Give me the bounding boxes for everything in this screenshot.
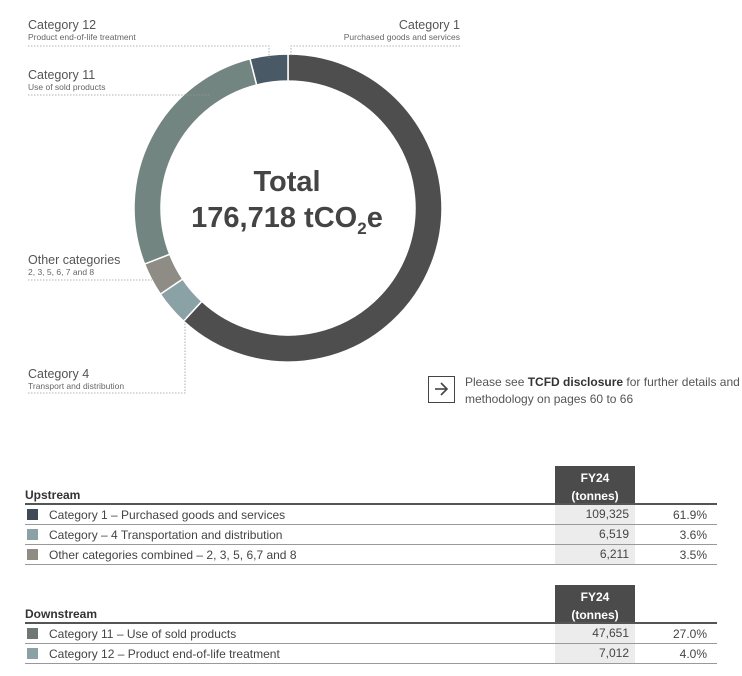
callout-subtitle: Purchased goods and services	[343, 32, 460, 42]
callout-title: Category 11	[28, 68, 96, 82]
row-percent: 4.0%	[679, 647, 707, 661]
header-rule	[25, 503, 717, 505]
table-row: Category – 4 Transportation and distribu…	[25, 525, 717, 545]
callout-category-1: Category 1 Purchased goods and services	[300, 18, 460, 43]
row-value: 6,519	[555, 525, 635, 544]
row-label: Category 11 – Use of sold products	[49, 627, 237, 641]
callout-title: Category 1	[398, 18, 460, 32]
header-rule	[25, 622, 717, 624]
arrow-right-icon[interactable]	[428, 376, 455, 403]
callout-category-12: Category 12 Product end-of-life treatmen…	[28, 18, 136, 43]
leader-lines	[28, 45, 460, 394]
total-unit: e	[366, 202, 383, 234]
column-header-line1: FY24	[580, 590, 610, 604]
table-row: Category 12 – Product end-of-life treatm…	[25, 644, 717, 664]
color-swatch	[27, 549, 38, 560]
column-header-fy24: FY24 (tonnes)	[555, 585, 635, 622]
row-percent: 3.6%	[679, 528, 707, 542]
color-swatch	[27, 529, 38, 540]
row-label: Category 12 – Product end-of-life treatm…	[49, 647, 280, 661]
callout-title: Category 12	[28, 18, 97, 32]
column-header-line1: FY24	[580, 471, 610, 485]
row-value: 47,651	[555, 624, 635, 643]
color-swatch	[27, 509, 38, 520]
callout-title: Category 4	[28, 367, 90, 381]
row-label: Other categories combined – 2, 3, 5, 6,7…	[49, 548, 297, 562]
column-header-fy24: FY24 (tonnes)	[555, 466, 635, 503]
donut-slice-category-12	[249, 53, 289, 86]
callout-category-4: Category 4 Transport and distribution	[28, 367, 124, 392]
row-label: Category – 4 Transportation and distribu…	[49, 528, 283, 542]
note-text: Please see TCFD disclosure for further d…	[465, 374, 742, 408]
total-label: Total	[253, 166, 321, 198]
color-swatch	[27, 628, 38, 639]
callout-other-categories: Other categories 2, 3, 5, 6, 7 and 8	[28, 253, 120, 278]
donut-slices	[133, 53, 443, 363]
section-title-upstream: Upstream	[25, 488, 81, 502]
leader-cat4	[28, 318, 186, 394]
table-row: Category 11 – Use of sold products 47,651…	[25, 624, 717, 644]
leader-cat1	[290, 45, 460, 56]
callout-subtitle: Use of sold products	[28, 82, 106, 92]
column-header-line2: (tonnes)	[571, 608, 619, 622]
row-value: 109,325	[555, 505, 635, 524]
table-row: Other categories combined – 2, 3, 5, 6,7…	[25, 545, 717, 565]
row-label: Category 1 – Purchased goods and service…	[49, 508, 286, 522]
callout-title: Other categories	[28, 253, 121, 267]
callout-subtitle: 2, 3, 5, 6, 7 and 8	[28, 267, 95, 277]
total-subscript: 2	[357, 218, 367, 238]
column-header-line2: (tonnes)	[571, 489, 619, 503]
row-percent: 61.9%	[672, 508, 707, 522]
leader-cat12	[28, 45, 270, 58]
section-title-downstream: Downstream	[25, 607, 98, 621]
row-percent: 27.0%	[672, 627, 707, 641]
total-number: 176,718 tCO	[191, 202, 358, 234]
callout-category-11: Category 11 Use of sold products	[28, 68, 105, 93]
row-value: 7,012	[555, 644, 635, 663]
total-value: 176,718 tCO2e	[147, 202, 427, 239]
tcfd-link[interactable]: TCFD disclosure	[527, 375, 624, 389]
donut-slice-category-1	[182, 53, 443, 363]
row-value: 6,211	[555, 545, 635, 564]
callout-subtitle: Transport and distribution	[28, 381, 125, 391]
callout-subtitle: Product end-of-life treatment	[28, 32, 136, 42]
donut-chart	[28, 45, 460, 394]
note-text-before: Please see	[465, 375, 528, 389]
row-percent: 3.5%	[679, 548, 707, 562]
note-text-after: for further details and methodology on p…	[465, 375, 740, 406]
table-row: Category 1 – Purchased goods and service…	[25, 505, 717, 525]
color-swatch	[27, 648, 38, 659]
